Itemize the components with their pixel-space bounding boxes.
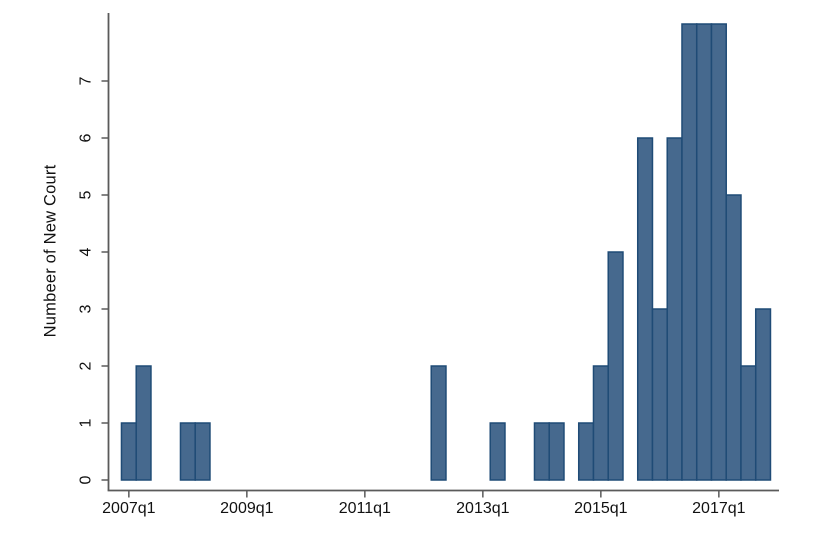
bar-2016q2 — [666, 137, 683, 481]
y-tick-label-0: 0 — [78, 475, 95, 484]
bar-2015q4 — [636, 137, 654, 481]
bar-2014q1 — [533, 422, 550, 481]
bar-2017q4 — [754, 308, 772, 481]
bar-2015q1 — [592, 365, 609, 481]
y-tick-label-4: 4 — [78, 247, 95, 256]
y-tick-label-6: 6 — [78, 133, 95, 142]
bar-2016q4 — [695, 23, 713, 481]
x-tick-label-2009q1: 2009q1 — [220, 500, 273, 517]
bar-2015q2 — [607, 251, 624, 481]
x-tick-label-2011q1: 2011q1 — [339, 500, 391, 517]
x-tick-label-2015q1: 2015q1 — [574, 500, 627, 517]
bar-2014q2 — [548, 422, 565, 481]
bar-2007q2 — [135, 365, 152, 481]
x-tick-label-2017q1: 2017q1 — [692, 500, 745, 517]
bar-2017q1 — [710, 23, 727, 481]
bar-2017q3 — [740, 365, 757, 481]
y-tick-label-5: 5 — [78, 190, 95, 199]
y-tick-label-2: 2 — [78, 361, 95, 370]
bar-2008q1 — [179, 422, 196, 481]
bar-2012q2 — [430, 365, 447, 481]
bar-2016q3 — [681, 23, 698, 481]
x-tick-label-2013q1: 2013q1 — [456, 500, 509, 517]
y-tick-label-1: 1 — [78, 418, 95, 427]
bar-2014q4 — [577, 422, 595, 481]
bar-2007q1 — [120, 422, 137, 481]
y-tick-label-3: 3 — [78, 304, 95, 313]
bar-2016q1 — [651, 308, 668, 481]
y-tick-label-7: 7 — [78, 76, 95, 85]
bar-2013q2 — [489, 422, 506, 481]
x-tick-label-2007q1: 2007q1 — [102, 500, 155, 517]
bar-2017q2 — [725, 194, 742, 481]
bar-2008q2 — [194, 422, 211, 481]
